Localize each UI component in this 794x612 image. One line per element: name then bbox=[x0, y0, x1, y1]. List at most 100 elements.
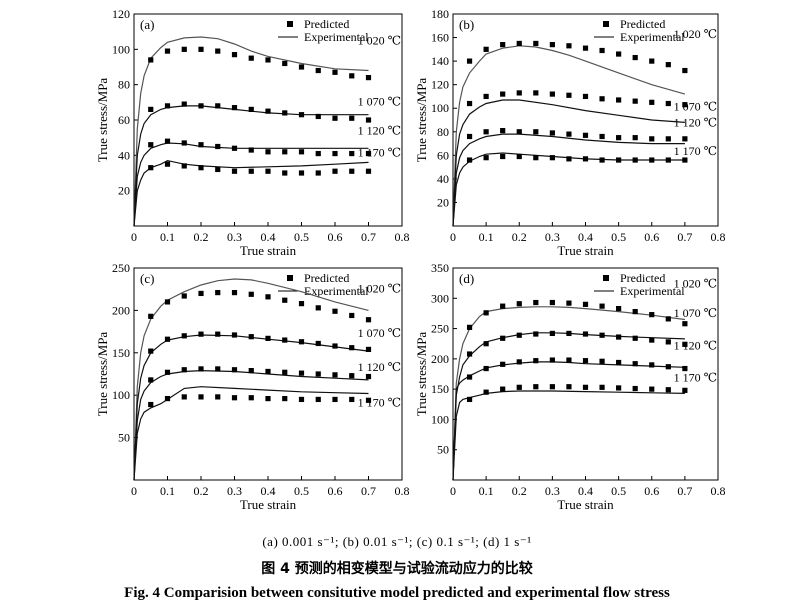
predicted-point bbox=[483, 93, 489, 100]
predicted-point bbox=[282, 60, 288, 67]
x-tick-label: 0 bbox=[131, 230, 137, 244]
predicted-point bbox=[500, 91, 506, 97]
predicted-point bbox=[198, 103, 204, 109]
predicted-point bbox=[265, 335, 271, 341]
predicted-point bbox=[349, 396, 355, 403]
temperature-label: 1 120 ℃ bbox=[674, 338, 717, 352]
predicted-point bbox=[466, 324, 473, 330]
predicted-point bbox=[483, 310, 489, 316]
predicted-point bbox=[248, 147, 254, 153]
temperature-label: 1 020 ℃ bbox=[358, 34, 401, 48]
predicted-point bbox=[516, 90, 522, 96]
predicted-point bbox=[198, 165, 204, 171]
predicted-point bbox=[215, 394, 221, 400]
predicted-point bbox=[215, 103, 221, 109]
predicted-point bbox=[682, 365, 688, 372]
y-tick-label: 20 bbox=[118, 184, 130, 198]
temperature-label: 1 170 ℃ bbox=[358, 396, 401, 410]
y-tick-label: 350 bbox=[431, 261, 449, 275]
x-tick-label: 0.1 bbox=[479, 484, 494, 498]
x-tick-label: 0.5 bbox=[611, 484, 626, 498]
predicted-point bbox=[549, 357, 555, 363]
predicted-point bbox=[298, 64, 305, 70]
predicted-point bbox=[466, 396, 473, 403]
y-tick-label: 140 bbox=[431, 54, 449, 68]
predicted-point bbox=[599, 133, 605, 140]
predicted-point bbox=[516, 301, 522, 307]
predicted-point bbox=[500, 153, 506, 160]
y-tick-label: 250 bbox=[112, 261, 130, 275]
x-tick-label: 0.8 bbox=[711, 484, 726, 498]
predicted-point bbox=[349, 168, 355, 174]
predicted-point bbox=[632, 54, 638, 61]
temperature-label: 1 020 ℃ bbox=[674, 27, 717, 41]
predicted-point bbox=[315, 305, 321, 311]
predicted-point bbox=[599, 332, 605, 338]
predicted-point bbox=[632, 335, 638, 341]
predicted-point bbox=[315, 113, 321, 120]
predicted-point bbox=[549, 91, 555, 97]
predicted-point bbox=[248, 368, 254, 374]
predicted-point bbox=[533, 40, 539, 47]
y-tick-label: 160 bbox=[431, 31, 449, 45]
predicted-point bbox=[181, 293, 187, 299]
predicted-point bbox=[632, 157, 638, 163]
figure-subcaption: (a) 0.001 s⁻¹; (b) 0.01 s⁻¹; (c) 0.1 s⁻¹… bbox=[262, 534, 532, 549]
y-tick-label: 180 bbox=[431, 7, 449, 21]
predicted-point bbox=[265, 368, 271, 375]
predicted-point bbox=[315, 150, 321, 157]
y-tick-label: 250 bbox=[431, 322, 449, 336]
predicted-point bbox=[566, 330, 572, 337]
predicted-point bbox=[181, 333, 187, 339]
y-tick-label: 200 bbox=[112, 303, 130, 317]
predicted-point bbox=[215, 166, 221, 173]
predicted-point bbox=[533, 331, 539, 337]
predicted-point bbox=[215, 48, 221, 54]
predicted-point bbox=[483, 155, 489, 161]
predicted-point bbox=[665, 157, 671, 163]
predicted-point bbox=[500, 42, 506, 48]
predicted-point bbox=[649, 136, 655, 142]
predicted-point bbox=[181, 367, 187, 373]
y-axis-label: True stress/MPa bbox=[95, 332, 110, 417]
predicted-point bbox=[231, 332, 238, 338]
predicted-point bbox=[500, 128, 506, 134]
predicted-point bbox=[616, 305, 622, 312]
predicted-point bbox=[148, 377, 154, 383]
temperature-label: 1 120 ℃ bbox=[358, 123, 401, 137]
predicted-point bbox=[566, 300, 572, 306]
predicted-point bbox=[533, 358, 539, 364]
predicted-point bbox=[298, 370, 305, 376]
predicted-point bbox=[231, 52, 238, 58]
predicted-point bbox=[332, 396, 338, 403]
panel-label: (d) bbox=[459, 271, 474, 286]
predicted-point bbox=[148, 313, 154, 319]
predicted-point bbox=[682, 321, 688, 327]
figure-caption-chinese: 图 4 预测的相变模型与试验流动应力的比较 bbox=[261, 561, 533, 577]
predicted-point bbox=[282, 395, 288, 402]
predicted-point bbox=[198, 394, 204, 400]
predicted-point bbox=[282, 337, 288, 343]
predicted-point bbox=[148, 348, 154, 354]
predicted-point bbox=[181, 46, 187, 52]
predicted-point bbox=[164, 336, 171, 342]
predicted-point bbox=[198, 46, 204, 52]
predicted-point bbox=[164, 161, 171, 167]
predicted-point bbox=[148, 165, 154, 171]
x-tick-label: 0.7 bbox=[361, 484, 376, 498]
legend-predicted-label: Predicted bbox=[620, 17, 665, 31]
x-tick-label: 0.6 bbox=[644, 484, 659, 498]
predicted-point bbox=[298, 339, 305, 345]
predicted-point bbox=[248, 395, 254, 401]
predicted-point bbox=[231, 145, 238, 151]
predicted-point bbox=[649, 362, 655, 368]
panel-label: (b) bbox=[459, 17, 474, 32]
predicted-point bbox=[483, 341, 489, 347]
predicted-point bbox=[599, 157, 605, 163]
predicted-point bbox=[599, 384, 605, 390]
predicted-point bbox=[665, 387, 671, 393]
legend-experimental-label: Experimental bbox=[620, 284, 685, 298]
predicted-point bbox=[164, 395, 171, 402]
legend-predicted-marker bbox=[287, 275, 293, 281]
experimental-curve bbox=[452, 361, 685, 481]
